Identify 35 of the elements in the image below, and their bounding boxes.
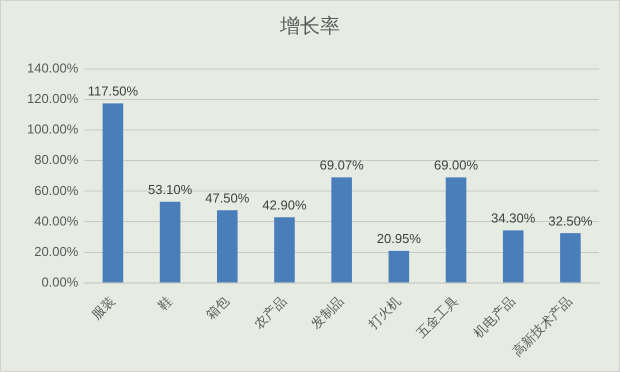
data-label: 42.90% <box>262 197 307 212</box>
data-label: 69.07% <box>320 157 364 172</box>
x-tick-label: 五金工具 <box>413 293 461 341</box>
chart-title: 增长率 <box>279 16 340 38</box>
bar <box>446 177 466 282</box>
y-tick-label: 140.00% <box>26 60 79 76</box>
y-tick-label: 80.00% <box>34 152 79 168</box>
data-label: 53.10% <box>148 182 193 197</box>
x-tick-label: 农产品 <box>250 293 290 332</box>
data-label: 32.50% <box>548 213 593 228</box>
y-tick-label: 40.00% <box>34 213 79 228</box>
data-label: 20.95% <box>376 230 422 246</box>
x-tick-label: 箱包 <box>202 293 232 322</box>
x-tick-label: 服装 <box>88 293 118 322</box>
bar <box>331 177 352 282</box>
bar <box>102 103 124 282</box>
data-label: 47.50% <box>205 190 250 206</box>
data-label: 117.50% <box>88 83 139 98</box>
bar <box>216 210 238 282</box>
bar <box>388 250 410 282</box>
y-tick-label: 0.00% <box>41 274 79 290</box>
y-tick-label: 60.00% <box>34 182 79 198</box>
x-tick-label: 发制品 <box>308 293 346 332</box>
data-label: 34.30% <box>491 210 536 226</box>
bar <box>274 217 295 282</box>
x-tick-label: 机电产品 <box>470 293 518 341</box>
x-tick-label: 鞋 <box>154 293 175 314</box>
x-tick-label: 打火机 <box>364 293 404 332</box>
y-tick-label: 100.00% <box>26 122 79 137</box>
y-tick-label: 20.00% <box>34 244 79 259</box>
data-label: 69.00% <box>434 158 479 173</box>
bar <box>502 230 524 282</box>
bar <box>160 202 180 282</box>
y-tick-label: 120.00% <box>26 91 79 106</box>
bar <box>560 233 581 282</box>
